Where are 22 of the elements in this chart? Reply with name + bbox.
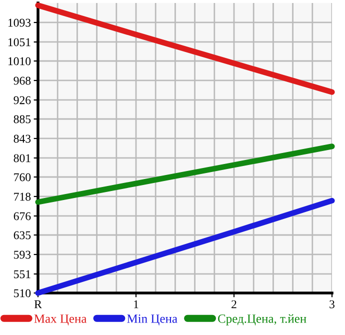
y-tick-label: 926 (14, 96, 31, 104)
y-tick-label: 1010 (8, 57, 31, 66)
y-tick-label: 843 (14, 134, 31, 143)
y-tick-label: 551 (14, 270, 30, 278)
y-tick-label: 968 (14, 76, 31, 85)
x-tick-label: 2 (232, 300, 236, 308)
y-tick-label: 718 (14, 192, 31, 201)
legend-label: Max Цена (34, 314, 87, 326)
y-tick-label: 635 (14, 231, 31, 240)
y-tick-label: 1093 (8, 18, 31, 27)
x-tick-label: 3 (330, 300, 334, 308)
x-tick-label: R (34, 300, 42, 308)
x-tick-label: 1 (134, 300, 138, 308)
y-tick-label: 885 (14, 115, 31, 124)
y-tick-label: 676 (14, 212, 31, 220)
y-tick-label: 593 (14, 250, 31, 259)
y-tick-label: 801 (14, 154, 30, 162)
y-tick-label: 760 (14, 173, 31, 182)
y-tick-label: 1051 (8, 38, 30, 46)
y-tick-label: 510 (14, 289, 31, 298)
legend-label: Сред.Цена, т.йен (218, 314, 306, 326)
legend-label: Min Цена (127, 314, 178, 326)
